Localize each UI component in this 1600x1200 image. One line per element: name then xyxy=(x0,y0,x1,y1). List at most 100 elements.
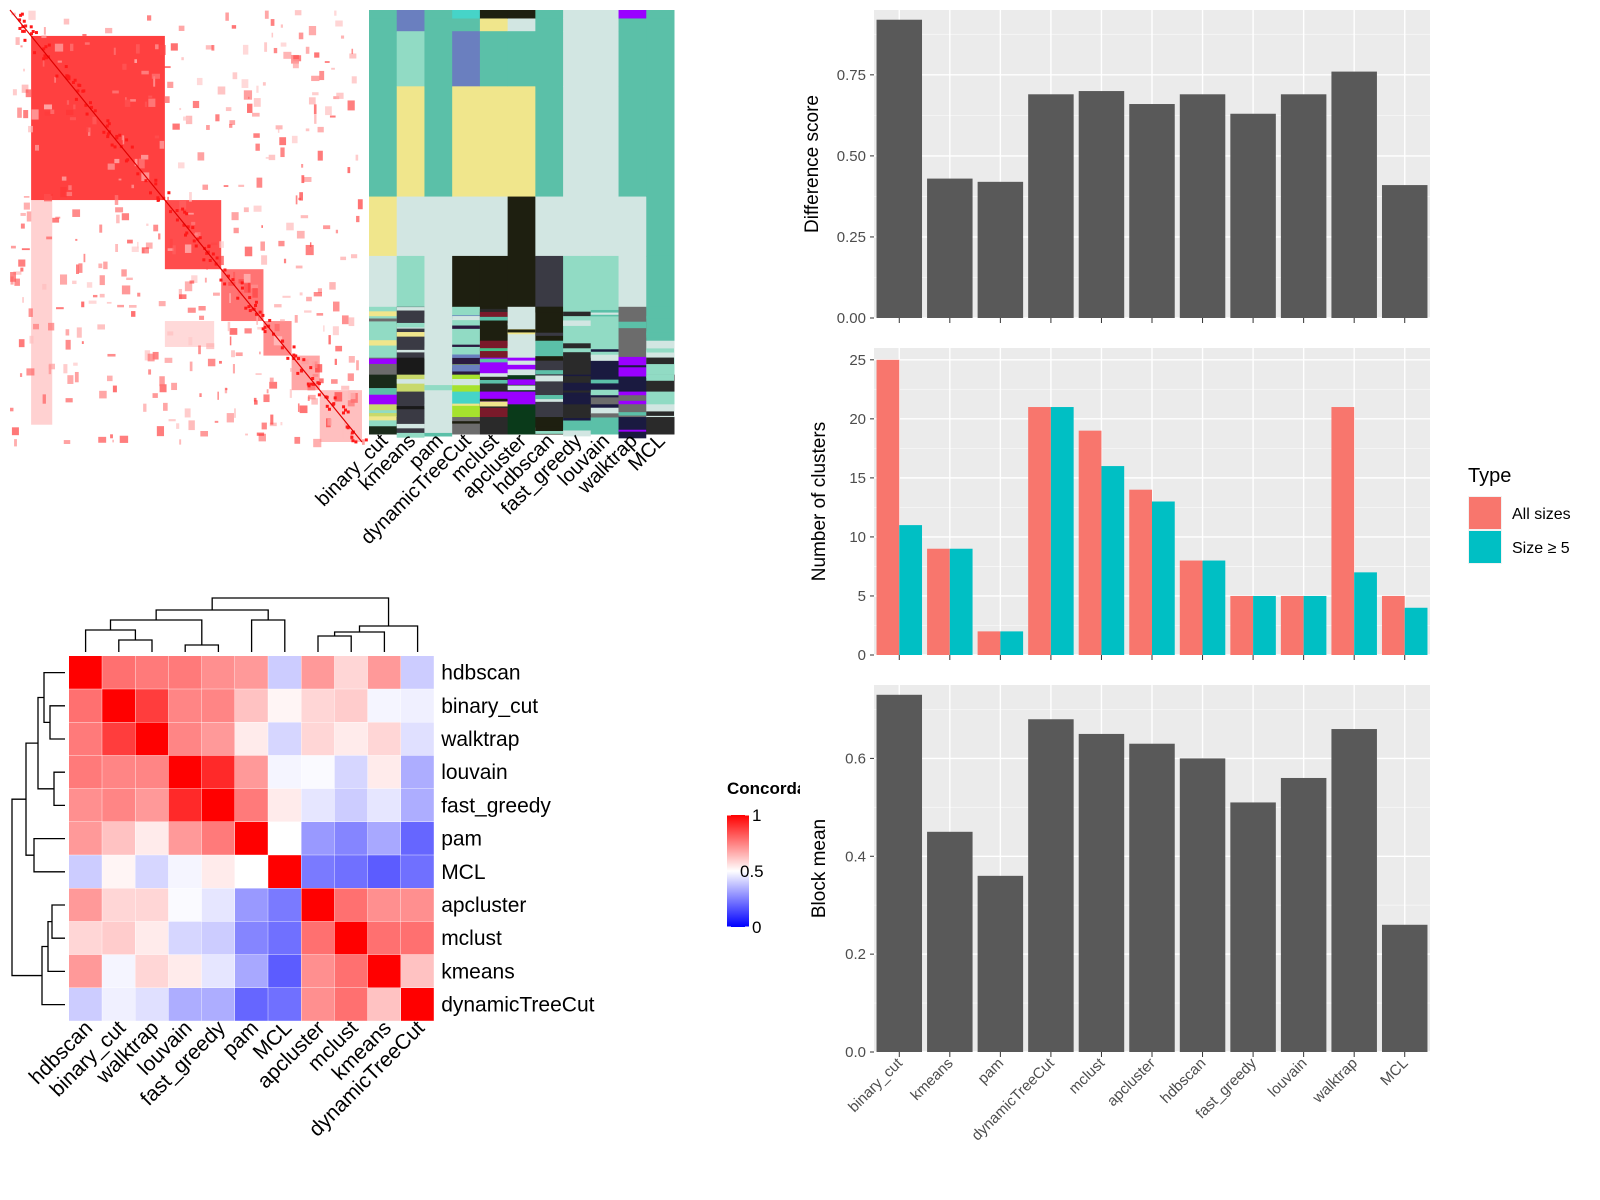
sim-speck xyxy=(334,358,337,365)
sim-speck xyxy=(278,240,285,247)
annotation-stripe xyxy=(507,346,536,352)
concordance-cell xyxy=(367,722,401,756)
sim-speck xyxy=(286,222,294,231)
sim-diag-speck xyxy=(105,124,109,128)
x-label-MCL: MCL xyxy=(1377,1055,1411,1089)
sim-diag-speck xyxy=(181,207,185,211)
sim-speck xyxy=(252,112,260,117)
concordance-column-dendrogram xyxy=(84,597,419,652)
annotation-cell xyxy=(424,196,453,257)
concordance-cell xyxy=(235,788,268,822)
sim-speck xyxy=(73,362,78,366)
sim-speck xyxy=(256,177,263,188)
concordance-cell xyxy=(334,921,368,955)
sim-diag-speck xyxy=(19,13,23,17)
sim-speck xyxy=(26,211,32,222)
sim-speck xyxy=(206,343,215,350)
y-tick-label: 20 xyxy=(849,411,866,428)
sim-speck xyxy=(122,63,127,70)
concordance-cell xyxy=(367,755,401,789)
bar-pam xyxy=(977,181,1024,318)
y-tick-label: 0.4 xyxy=(845,848,866,865)
annotation-stripe xyxy=(396,379,425,384)
dendro-branch xyxy=(118,639,153,652)
sim-speck xyxy=(43,104,53,110)
concordance-cell xyxy=(201,788,235,822)
annotation-stripe xyxy=(618,321,647,329)
concordance-cell xyxy=(69,689,102,722)
y-tick-label: 5 xyxy=(858,588,866,605)
sim-speck xyxy=(194,232,201,240)
concordance-cell xyxy=(69,788,102,822)
concordance-cell xyxy=(268,722,301,756)
annotation-stripe xyxy=(479,348,508,352)
sim-speck xyxy=(280,24,283,28)
concordance-cell xyxy=(301,822,335,855)
concordance-legend-colorbar xyxy=(727,815,749,927)
sim-speck xyxy=(313,438,322,448)
sim-speck xyxy=(290,368,292,372)
annotation-stripe xyxy=(507,379,536,385)
sim-speck xyxy=(72,209,81,217)
annotation-cell xyxy=(424,357,453,376)
concordance-cell xyxy=(235,855,268,888)
sim-diag-speck xyxy=(292,353,296,357)
bar-fast_greedy xyxy=(1230,802,1276,1052)
sim-speck xyxy=(147,353,155,362)
sim-diag-speck xyxy=(194,244,198,248)
sim-speck xyxy=(214,420,219,423)
sim-speck xyxy=(137,292,141,297)
annotation-stripe xyxy=(507,329,536,333)
sim-speck xyxy=(280,42,287,47)
bar-fast_greedy-1 xyxy=(1253,595,1276,655)
annotation-cell xyxy=(424,18,453,32)
concordance-cell xyxy=(401,888,434,922)
sim-speck xyxy=(243,207,249,213)
annotation-cell xyxy=(507,196,536,257)
sim-speck xyxy=(22,297,24,303)
sim-diag-speck xyxy=(22,29,26,33)
sim-speck xyxy=(107,353,116,357)
sim-speck xyxy=(306,296,312,302)
concordance-cell xyxy=(201,988,235,1021)
sim-speck xyxy=(197,152,205,161)
sim-speck xyxy=(273,47,278,54)
concordance-cell xyxy=(201,755,235,789)
sim-speck xyxy=(63,440,71,444)
dendro-branch xyxy=(184,644,220,652)
concordance-cell xyxy=(268,954,301,988)
sim-speck xyxy=(10,245,16,249)
dendro-branch xyxy=(109,619,203,645)
sim-diag-speck xyxy=(184,233,188,237)
sim-diag-speck xyxy=(208,259,212,263)
sim-speck xyxy=(11,427,19,436)
sim-speck xyxy=(229,123,233,128)
annotation-cell xyxy=(563,31,592,87)
bar-mclust-1 xyxy=(1101,466,1125,655)
concordance-cell xyxy=(334,822,368,855)
sim-speck xyxy=(207,358,216,367)
sim-speck xyxy=(152,351,159,360)
sim-speck xyxy=(65,398,73,403)
concordance-cell xyxy=(334,888,368,922)
annotation-cell xyxy=(590,357,620,376)
concordance-cell xyxy=(367,954,401,988)
sim-speck xyxy=(264,42,268,52)
sim-speck xyxy=(48,364,52,375)
annotation-cell xyxy=(646,10,675,19)
sim-speck xyxy=(158,233,161,240)
sim-diag-speck xyxy=(110,143,114,147)
annotation-stripe xyxy=(369,345,397,350)
concordance-cell xyxy=(268,822,301,855)
concordance-cells xyxy=(69,656,434,1021)
concordance-cell xyxy=(235,822,268,855)
concordance-cell xyxy=(334,988,368,1021)
similarity-legend-colorbar xyxy=(746,180,768,292)
sim-speck xyxy=(72,280,77,285)
sim-speck xyxy=(329,282,336,290)
concordance-cell xyxy=(201,954,235,988)
sim-speck xyxy=(289,389,292,398)
sim-speck xyxy=(307,396,310,401)
sim-diag-speck xyxy=(364,438,368,442)
concordance-cell xyxy=(135,921,169,955)
